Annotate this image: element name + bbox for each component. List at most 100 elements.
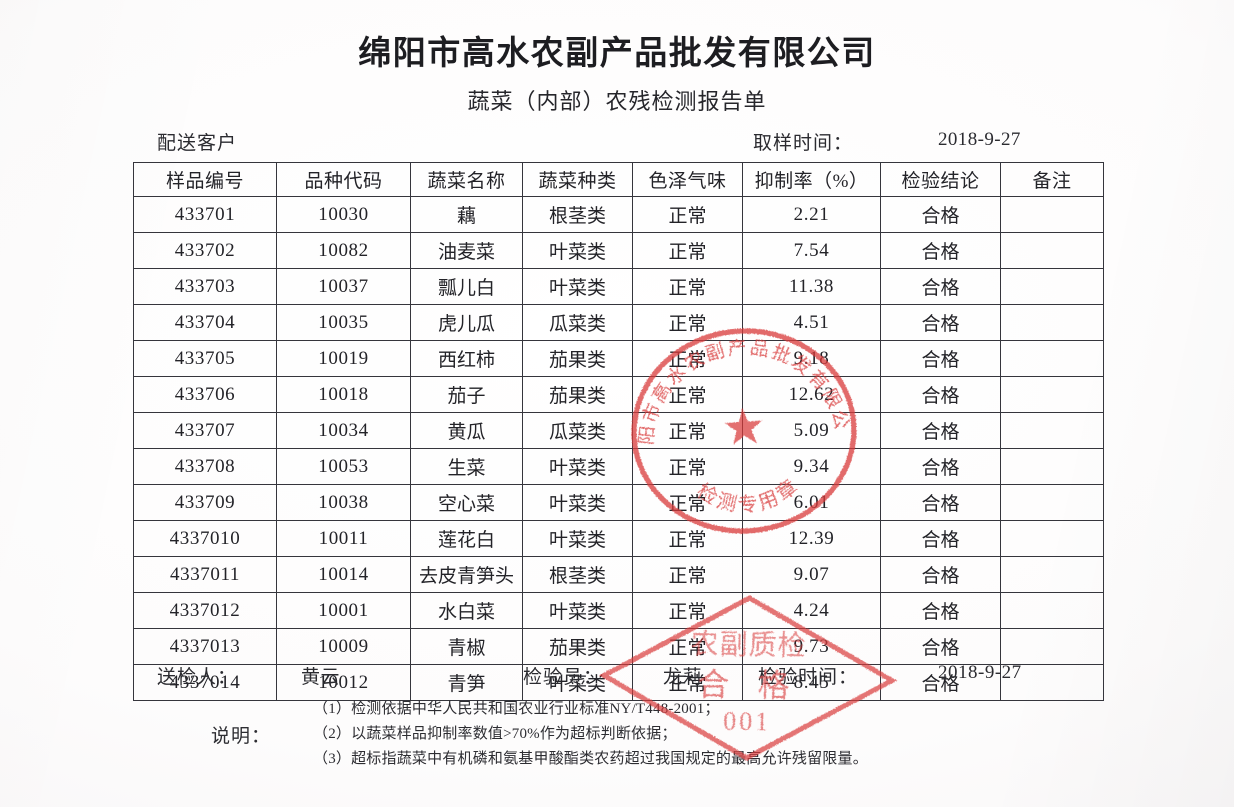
signature-row: 送检人： 黄云 检验员： 龙莉 检验时间： 2018-9-27 [133, 662, 1133, 692]
cell-sample-no: 4337011 [133, 556, 277, 593]
sampling-time-value: 2018-9-27 [938, 129, 1021, 150]
cell-kind: 叶菜类 [522, 448, 633, 485]
cell-color-odor: 正常 [632, 376, 743, 413]
cell-remark [1000, 484, 1104, 521]
cell-remark [1000, 376, 1104, 413]
column-header-remark: 备注 [1000, 162, 1104, 197]
cell-sample-no: 433708 [133, 448, 277, 485]
cell-code: 10035 [276, 304, 411, 341]
table-row: 4337011 10014 去皮青笋头 根茎类 正常 9.07 合格 [133, 556, 1104, 593]
cell-inhibition: 9.73 [742, 628, 881, 665]
cell-remark [1000, 412, 1104, 449]
cell-remark [1000, 628, 1104, 665]
cell-remark [1000, 196, 1104, 233]
table-row: 433703 10037 瓢儿白 叶菜类 正常 11.38 合格 [133, 268, 1104, 305]
cell-color-odor: 正常 [632, 196, 743, 233]
cell-name: 青笋 [410, 664, 523, 701]
cell-conclusion: 合格 [880, 268, 1001, 305]
cell-name: 虎儿瓜 [410, 304, 523, 341]
cell-inhibition: 5.09 [742, 412, 881, 449]
cell-color-odor: 正常 [632, 232, 743, 269]
cell-conclusion: 合格 [880, 376, 1001, 413]
page-title: 绵阳市高水农副产品批发有限公司 [358, 33, 876, 72]
cell-code: 10001 [276, 592, 411, 629]
delivery-customer-label: 配送客户 [157, 133, 238, 154]
cell-kind: 根茎类 [522, 196, 633, 233]
cell-sample-no: 4337014 [133, 664, 277, 701]
table-row: 4337013 10009 青椒 茄果类 正常 9.73 合格 [133, 628, 1104, 665]
table-row: 433702 10082 油麦菜 叶菜类 正常 7.54 合格 [133, 232, 1104, 269]
cell-sample-no: 433702 [133, 232, 277, 269]
cell-color-odor: 正常 [632, 628, 743, 665]
cell-inhibition: 11.38 [742, 268, 881, 305]
cell-remark [1000, 664, 1104, 701]
cell-sample-no: 433706 [133, 376, 277, 413]
cell-code: 10030 [276, 196, 411, 233]
cell-conclusion: 合格 [880, 448, 1001, 485]
cell-name: 西红柿 [410, 340, 523, 377]
cell-kind: 叶菜类 [522, 268, 633, 305]
submitter-label: 送检人： [157, 667, 238, 688]
cell-kind: 叶菜类 [522, 592, 633, 629]
column-header-sample-no: 样品编号 [133, 162, 277, 197]
cell-sample-no: 433709 [133, 484, 277, 521]
column-header-inhibition: 抑制率（%） [742, 162, 881, 197]
cell-inhibition: 4.24 [742, 592, 881, 629]
cell-kind: 茄果类 [522, 628, 633, 665]
cell-conclusion: 合格 [880, 592, 1001, 629]
table-row: 4337012 10001 水白菜 叶菜类 正常 4.24 合格 [133, 592, 1104, 629]
inspect-time-value: 2018-9-27 [938, 662, 1022, 683]
note-item: （3）超标指蔬菜中有机磷和氨基甲酸酯类农药超过我国规定的最高允许残留限量。 [313, 751, 868, 767]
cell-kind: 茄果类 [522, 376, 633, 413]
cell-kind: 叶菜类 [522, 232, 633, 269]
cell-code: 10037 [276, 268, 411, 305]
cell-remark [1000, 268, 1104, 305]
cell-kind: 叶菜类 [522, 484, 633, 521]
table-row: 4337010 10011 莲花白 叶菜类 正常 12.39 合格 [133, 520, 1104, 557]
cell-name: 生菜 [410, 448, 523, 485]
cell-sample-no: 4337010 [133, 520, 277, 557]
cell-kind: 根茎类 [522, 556, 633, 593]
cell-name: 莲花白 [410, 520, 523, 557]
cell-code: 10034 [276, 412, 411, 449]
cell-kind: 瓜菜类 [522, 304, 633, 341]
table-row: 433705 10019 西红柿 茄果类 正常 9.18 合格 [133, 340, 1104, 377]
cell-color-odor: 正常 [632, 520, 743, 557]
cell-color-odor: 正常 [632, 340, 743, 377]
table-row: 433701 10030 藕根茎类 正常 2.21 合格 [133, 196, 1104, 233]
cell-name: 藕 [410, 196, 523, 233]
cell-conclusion: 合格 [880, 340, 1001, 377]
table-row: 433707 10034 黄瓜 瓜菜类 正常 5.09 合格 [133, 412, 1104, 449]
cell-sample-no: 433704 [133, 304, 277, 341]
cell-color-odor: 正常 [632, 556, 743, 593]
submitter-value: 黄云 [301, 667, 341, 688]
table-row: 433708 10053 生菜 叶菜类 正常 9.34 合格 [133, 448, 1104, 485]
table-row: 433709 10038 空心菜 叶菜类 正常 6.01 合格 [133, 484, 1104, 521]
cell-color-odor: 正常 [632, 412, 743, 449]
cell-inhibition: 9.07 [742, 556, 881, 593]
cell-name: 水白菜 [410, 592, 523, 629]
cell-name: 青椒 [410, 628, 523, 665]
cell-name: 油麦菜 [410, 232, 523, 269]
cell-inhibition: 2.21 [742, 196, 881, 233]
cell-name: 黄瓜 [410, 412, 523, 449]
cell-color-odor: 正常 [632, 484, 743, 521]
cell-code: 10014 [276, 556, 411, 593]
cell-color-odor: 正常 [632, 268, 743, 305]
cell-code: 10038 [276, 484, 411, 521]
cell-code: 10011 [276, 520, 411, 557]
cell-remark [1000, 520, 1104, 557]
table-header-row: 样品编号 品种代码 蔬菜名称 蔬菜种类 色泽气味 抑制率（%） 检验结论 备注 [133, 162, 1104, 197]
sampling-time-label: 取样时间： [753, 133, 854, 154]
note-item: （2）以蔬菜样品抑制率数值>70%作为超标判断依据； [313, 726, 677, 742]
inspector-value: 龙莉 [663, 667, 703, 688]
cell-inhibition: 6.01 [742, 484, 881, 521]
cell-conclusion: 合格 [880, 304, 1001, 341]
cell-kind: 瓜菜类 [522, 412, 633, 449]
cell-name: 茄子 [410, 376, 523, 413]
cell-inhibition: 12.39 [742, 520, 881, 557]
cell-code: 10019 [276, 340, 411, 377]
cell-conclusion: 合格 [880, 232, 1001, 269]
cell-conclusion: 合格 [880, 664, 1001, 701]
